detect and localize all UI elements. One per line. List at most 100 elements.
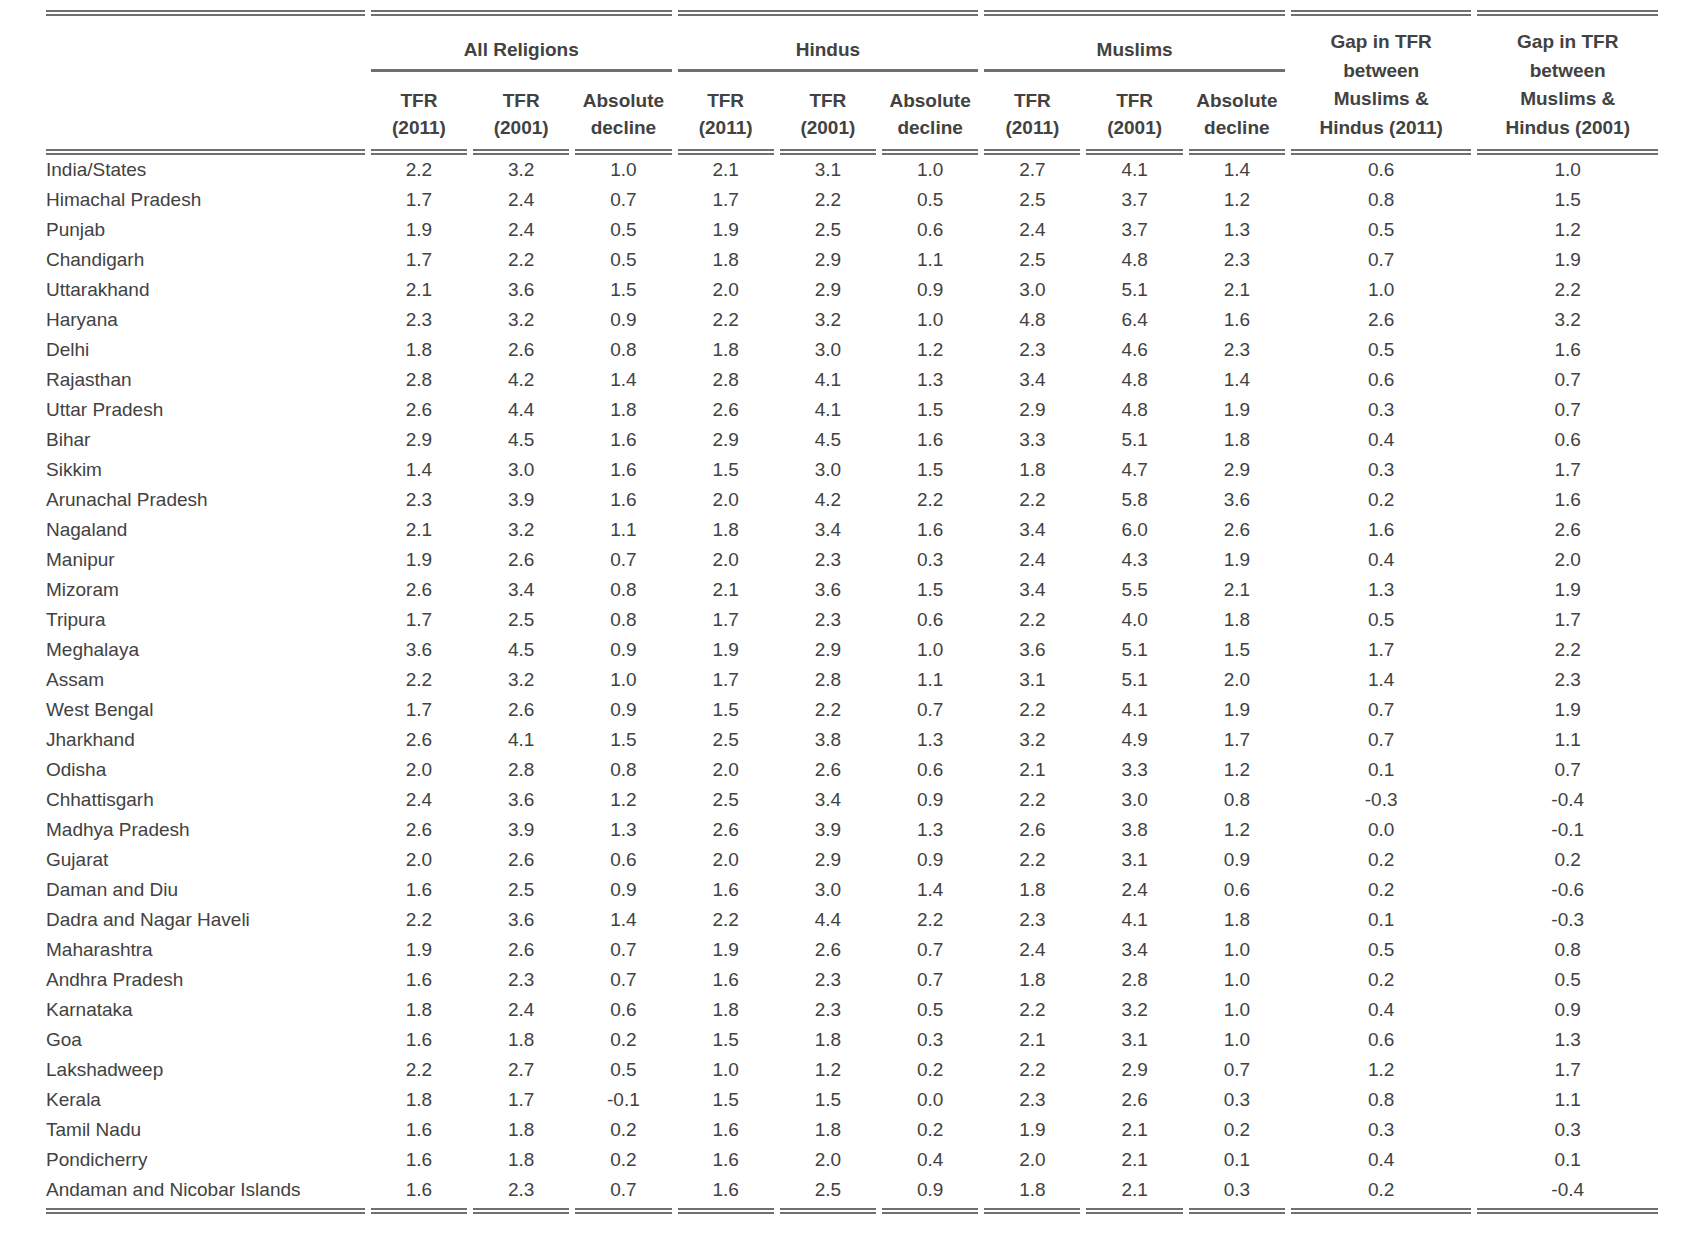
value-cell: 2.2 <box>984 845 1080 875</box>
value-cell: 0.3 <box>1189 1175 1285 1214</box>
value-cell: 0.7 <box>1477 755 1658 785</box>
value-cell: 1.2 <box>1291 1055 1471 1085</box>
value-cell: 2.4 <box>473 995 569 1025</box>
value-cell: 2.2 <box>371 665 467 695</box>
value-cell: 0.6 <box>1189 875 1285 905</box>
value-cell: 1.4 <box>1189 365 1285 395</box>
value-cell: 0.4 <box>1291 1145 1471 1175</box>
value-cell: 0.5 <box>1291 335 1471 365</box>
state-name: Punjab <box>46 215 365 245</box>
value-cell: 2.9 <box>1189 455 1285 485</box>
value-cell: 2.3 <box>984 905 1080 935</box>
value-cell: 1.8 <box>780 1025 876 1055</box>
value-cell: -0.1 <box>1477 815 1658 845</box>
value-cell: 1.3 <box>1189 215 1285 245</box>
value-cell: 1.9 <box>1189 395 1285 425</box>
value-cell: 2.6 <box>473 335 569 365</box>
table-row: Tamil Nadu1.61.80.21.61.80.21.92.10.20.3… <box>46 1115 1658 1145</box>
value-cell: 2.6 <box>371 575 467 605</box>
value-cell: 2.3 <box>984 335 1080 365</box>
value-cell: 3.4 <box>984 515 1080 545</box>
value-cell: 2.4 <box>1086 875 1182 905</box>
state-name: Bihar <box>46 425 365 455</box>
value-cell: 2.2 <box>984 485 1080 515</box>
value-cell: 0.3 <box>882 1025 978 1055</box>
table-row: Lakshadweep2.22.70.51.01.20.22.22.90.71.… <box>46 1055 1658 1085</box>
state-name: Uttar Pradesh <box>46 395 365 425</box>
value-cell: 0.5 <box>1477 965 1658 995</box>
value-cell: 2.6 <box>371 725 467 755</box>
value-cell: 1.9 <box>678 215 774 245</box>
value-cell: 1.5 <box>1477 185 1658 215</box>
value-cell: 0.4 <box>882 1145 978 1175</box>
state-name: Karnataka <box>46 995 365 1025</box>
value-cell: 1.5 <box>678 455 774 485</box>
value-cell: 0.7 <box>1477 365 1658 395</box>
state-name: Tripura <box>46 605 365 635</box>
value-cell: 0.2 <box>575 1025 671 1055</box>
value-cell: 2.7 <box>984 155 1080 185</box>
state-name: Odisha <box>46 755 365 785</box>
value-cell: -0.6 <box>1477 875 1658 905</box>
value-cell: 1.6 <box>678 1115 774 1145</box>
value-cell: 2.0 <box>371 845 467 875</box>
value-cell: 1.6 <box>371 1115 467 1145</box>
group-header-hindus: Hindus <box>678 10 979 72</box>
value-cell: 1.4 <box>575 905 671 935</box>
value-cell: 0.7 <box>1291 725 1471 755</box>
value-cell: 0.9 <box>882 275 978 305</box>
value-cell: 3.4 <box>984 575 1080 605</box>
value-cell: 1.4 <box>882 875 978 905</box>
value-cell: 0.6 <box>575 995 671 1025</box>
value-cell: 1.7 <box>371 245 467 275</box>
state-name: Tamil Nadu <box>46 1115 365 1145</box>
value-cell: 2.9 <box>780 635 876 665</box>
value-cell: 0.6 <box>882 605 978 635</box>
value-cell: 1.9 <box>1189 545 1285 575</box>
value-cell: 0.2 <box>882 1055 978 1085</box>
value-cell: 1.8 <box>473 1115 569 1145</box>
value-cell: 4.3 <box>1086 545 1182 575</box>
value-cell: 1.2 <box>1477 215 1658 245</box>
value-cell: 1.0 <box>678 1055 774 1085</box>
column-header-all-tfr-2011: TFR (2011) <box>371 72 467 155</box>
value-cell: 0.3 <box>882 545 978 575</box>
value-cell: 5.1 <box>1086 665 1182 695</box>
state-name: Arunachal Pradesh <box>46 485 365 515</box>
value-cell: 1.4 <box>1189 155 1285 185</box>
value-cell: 2.6 <box>678 395 774 425</box>
value-cell: 4.7 <box>1086 455 1182 485</box>
value-cell: 2.1 <box>1189 575 1285 605</box>
value-cell: 2.0 <box>678 275 774 305</box>
state-name: Kerala <box>46 1085 365 1115</box>
value-cell: 1.8 <box>1189 905 1285 935</box>
value-cell: 2.0 <box>1189 665 1285 695</box>
value-cell: 0.9 <box>1189 845 1285 875</box>
value-cell: 1.8 <box>678 335 774 365</box>
state-name: Dadra and Nagar Haveli <box>46 905 365 935</box>
value-cell: -0.1 <box>575 1085 671 1115</box>
state-name: Pondicherry <box>46 1145 365 1175</box>
value-cell: 4.1 <box>1086 155 1182 185</box>
state-name: West Bengal <box>46 695 365 725</box>
value-cell: 1.0 <box>1189 965 1285 995</box>
value-cell: 1.7 <box>371 605 467 635</box>
value-cell: 1.8 <box>473 1025 569 1055</box>
value-cell: 2.3 <box>371 485 467 515</box>
value-cell: 0.7 <box>1189 1055 1285 1085</box>
value-cell: 3.2 <box>473 155 569 185</box>
value-cell: 2.3 <box>1477 665 1658 695</box>
value-cell: 1.9 <box>678 935 774 965</box>
value-cell: 1.9 <box>371 545 467 575</box>
value-cell: 1.8 <box>371 335 467 365</box>
value-cell: 2.0 <box>678 845 774 875</box>
value-cell: 2.3 <box>780 605 876 635</box>
value-cell: 1.0 <box>575 155 671 185</box>
value-cell: 1.0 <box>882 635 978 665</box>
value-cell: 2.5 <box>473 875 569 905</box>
value-cell: 3.6 <box>984 635 1080 665</box>
value-cell: 1.6 <box>371 875 467 905</box>
value-cell: 1.9 <box>984 1115 1080 1145</box>
value-cell: 2.1 <box>984 755 1080 785</box>
value-cell: 1.1 <box>882 665 978 695</box>
